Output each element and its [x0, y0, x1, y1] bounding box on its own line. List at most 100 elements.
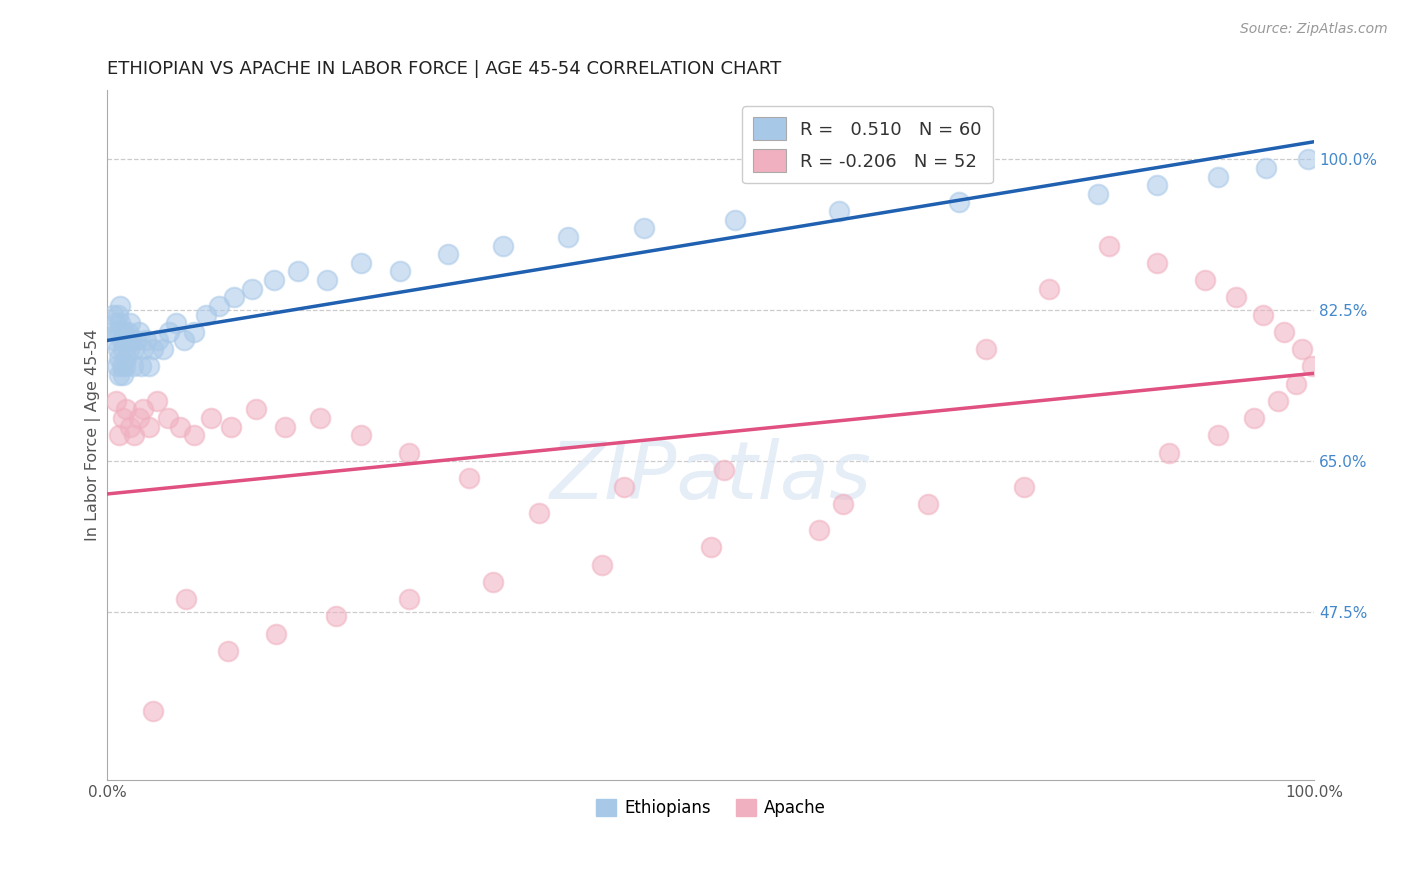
Point: [107, 342, 129, 356]
Point: [183, 428, 205, 442]
Point: [165, 316, 187, 330]
Point: [195, 308, 218, 322]
Point: [724, 212, 747, 227]
Point: [145, 393, 167, 408]
Point: [120, 316, 142, 330]
Point: [111, 342, 134, 356]
Point: [105, 325, 128, 339]
Point: [156, 411, 179, 425]
Point: [557, 230, 579, 244]
Point: [245, 402, 267, 417]
Point: [389, 264, 412, 278]
Point: [112, 325, 135, 339]
Point: [108, 351, 131, 365]
Point: [142, 704, 165, 718]
Point: [808, 523, 831, 537]
Point: [1253, 308, 1275, 322]
Point: [104, 393, 127, 408]
Point: [1301, 359, 1323, 374]
Point: [114, 359, 136, 374]
Point: [200, 411, 222, 425]
Point: [120, 419, 142, 434]
Point: [398, 445, 420, 459]
Point: [132, 342, 155, 356]
Point: [108, 368, 131, 382]
Point: [138, 419, 160, 434]
Point: [308, 411, 330, 425]
Point: [948, 195, 970, 210]
Point: [492, 238, 515, 252]
Point: [117, 325, 139, 339]
Point: [114, 334, 136, 348]
Point: [111, 368, 134, 382]
Point: [349, 256, 371, 270]
Point: [529, 506, 551, 520]
Point: [1146, 256, 1168, 270]
Point: [264, 626, 287, 640]
Point: [222, 290, 245, 304]
Point: [458, 471, 481, 485]
Point: [1038, 282, 1060, 296]
Point: [128, 411, 150, 425]
Point: [633, 221, 655, 235]
Point: [125, 334, 148, 348]
Point: [118, 342, 141, 356]
Point: [1254, 161, 1277, 175]
Point: [115, 351, 138, 365]
Point: [1206, 428, 1229, 442]
Point: [1225, 290, 1247, 304]
Point: [1146, 178, 1168, 193]
Point: [111, 334, 134, 348]
Point: [110, 299, 132, 313]
Point: [208, 299, 231, 313]
Point: [108, 428, 131, 442]
Point: [217, 644, 239, 658]
Text: Source: ZipAtlas.com: Source: ZipAtlas.com: [1240, 22, 1388, 37]
Point: [713, 463, 735, 477]
Point: [832, 497, 855, 511]
Point: [135, 334, 157, 348]
Point: [108, 325, 131, 339]
Point: [107, 308, 129, 322]
Point: [482, 574, 505, 589]
Point: [1194, 273, 1216, 287]
Point: [1291, 342, 1313, 356]
Point: [132, 402, 155, 417]
Point: [974, 342, 997, 356]
Y-axis label: In Labor Force | Age 45-54: In Labor Force | Age 45-54: [86, 329, 101, 541]
Point: [105, 359, 128, 374]
Point: [1272, 325, 1295, 339]
Point: [1087, 186, 1109, 201]
Point: [1159, 445, 1181, 459]
Point: [613, 480, 636, 494]
Point: [183, 325, 205, 339]
Point: [122, 342, 145, 356]
Point: [122, 428, 145, 442]
Point: [169, 419, 191, 434]
Point: [111, 411, 134, 425]
Point: [111, 359, 134, 374]
Point: [240, 282, 263, 296]
Point: [115, 402, 138, 417]
Text: ZIPatlas: ZIPatlas: [550, 438, 872, 516]
Point: [157, 325, 180, 339]
Point: [1296, 153, 1319, 167]
Point: [917, 497, 939, 511]
Point: [129, 359, 152, 374]
Point: [1243, 411, 1265, 425]
Point: [325, 609, 347, 624]
Point: [315, 273, 337, 287]
Point: [1285, 376, 1308, 391]
Point: [174, 592, 197, 607]
Legend: Ethiopians, Apache: Ethiopians, Apache: [589, 792, 832, 823]
Point: [103, 334, 125, 348]
Point: [349, 428, 371, 442]
Point: [138, 359, 160, 374]
Point: [104, 316, 127, 330]
Point: [436, 247, 458, 261]
Point: [120, 334, 142, 348]
Point: [287, 264, 309, 278]
Point: [591, 558, 613, 572]
Point: [1206, 169, 1229, 184]
Point: [263, 273, 285, 287]
